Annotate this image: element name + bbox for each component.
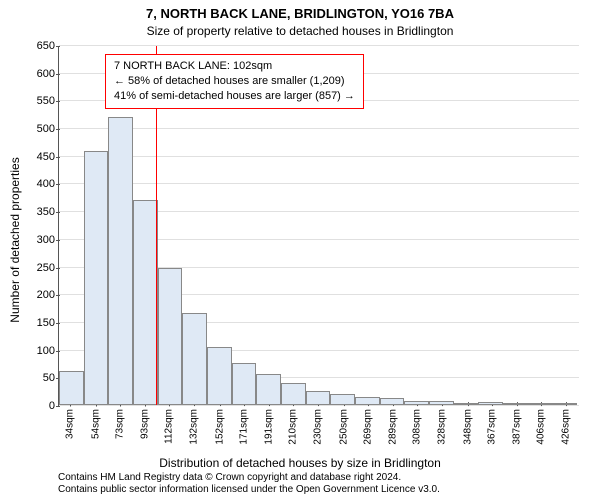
y-tick-label: 300 — [37, 234, 59, 246]
annotation-box: 7 NORTH BACK LANE: 102sqm← 58% of detach… — [105, 54, 364, 109]
chart-subtitle: Size of property relative to detached ho… — [0, 24, 600, 38]
y-tick-label: 250 — [37, 262, 59, 274]
y-tick-label: 400 — [37, 178, 59, 190]
y-tick-label: 550 — [37, 95, 59, 107]
histogram-bar — [281, 383, 306, 405]
y-tick-label: 150 — [37, 317, 59, 329]
annotation-line: 41% of semi-detached houses are larger (… — [114, 89, 355, 104]
histogram-bar — [158, 268, 183, 405]
x-tick-label: 269sqm — [362, 405, 373, 445]
attribution-line: Contains public sector information licen… — [58, 484, 440, 496]
plot-area: 0501001502002503003504004505005506006503… — [58, 46, 578, 406]
annotation-line: ← 58% of detached houses are smaller (1,… — [114, 74, 355, 89]
attribution: Contains HM Land Registry data © Crown c… — [58, 472, 440, 496]
histogram-bar — [133, 200, 158, 405]
gridline — [59, 45, 579, 46]
x-tick-label: 426sqm — [561, 405, 572, 445]
gridline — [59, 183, 579, 184]
y-tick-label: 50 — [43, 372, 59, 384]
x-tick-label: 34sqm — [65, 405, 76, 439]
histogram-bar — [207, 347, 232, 405]
histogram-bar — [528, 403, 553, 405]
histogram-bar — [306, 391, 331, 405]
histogram-bar — [404, 401, 429, 405]
x-tick-label: 328sqm — [437, 405, 448, 445]
x-tick-label: 73sqm — [114, 405, 125, 439]
x-tick-label: 348sqm — [462, 405, 473, 445]
histogram-bar — [84, 151, 109, 405]
x-tick-label: 406sqm — [536, 405, 547, 445]
histogram-bar — [478, 402, 503, 405]
y-tick-label: 600 — [37, 68, 59, 80]
chart-container: 7, NORTH BACK LANE, BRIDLINGTON, YO16 7B… — [0, 0, 600, 500]
x-tick-label: 132sqm — [189, 405, 200, 445]
x-tick-label: 54sqm — [90, 405, 101, 439]
x-tick-label: 112sqm — [164, 405, 175, 444]
chart-title: 7, NORTH BACK LANE, BRIDLINGTON, YO16 7B… — [0, 6, 600, 21]
x-tick-label: 250sqm — [338, 405, 349, 445]
histogram-bar — [380, 398, 405, 405]
y-tick-label: 350 — [37, 206, 59, 218]
histogram-bar — [454, 403, 479, 405]
y-tick-label: 200 — [37, 289, 59, 301]
x-tick-label: 387sqm — [512, 405, 523, 445]
x-tick-label: 93sqm — [140, 405, 151, 439]
x-axis-label: Distribution of detached houses by size … — [0, 456, 600, 470]
gridline — [59, 156, 579, 157]
y-axis-label: Number of detached properties — [8, 75, 22, 240]
histogram-bar — [429, 401, 454, 405]
y-tick-label: 0 — [49, 400, 59, 412]
annotation-line: 7 NORTH BACK LANE: 102sqm — [114, 59, 355, 74]
x-tick-label: 308sqm — [412, 405, 423, 445]
x-tick-label: 289sqm — [388, 405, 399, 445]
attribution-line: Contains HM Land Registry data © Crown c… — [58, 472, 440, 484]
histogram-bar — [330, 394, 355, 405]
x-tick-label: 230sqm — [313, 405, 324, 445]
histogram-bar — [108, 117, 133, 405]
y-tick-label: 100 — [37, 345, 59, 357]
x-tick-label: 152sqm — [214, 405, 225, 445]
histogram-bar — [503, 403, 528, 405]
histogram-bar — [182, 313, 207, 405]
x-tick-label: 171sqm — [238, 405, 249, 445]
x-tick-label: 191sqm — [264, 405, 275, 445]
y-tick-label: 650 — [37, 40, 59, 52]
gridline — [59, 128, 579, 129]
histogram-bar — [355, 397, 380, 405]
histogram-bar — [256, 374, 281, 405]
x-tick-label: 210sqm — [288, 405, 299, 445]
y-tick-label: 450 — [37, 151, 59, 163]
histogram-bar — [232, 363, 257, 405]
x-tick-label: 367sqm — [486, 405, 497, 445]
histogram-bar — [59, 371, 84, 405]
histogram-bar — [552, 403, 577, 405]
y-tick-label: 500 — [37, 123, 59, 135]
